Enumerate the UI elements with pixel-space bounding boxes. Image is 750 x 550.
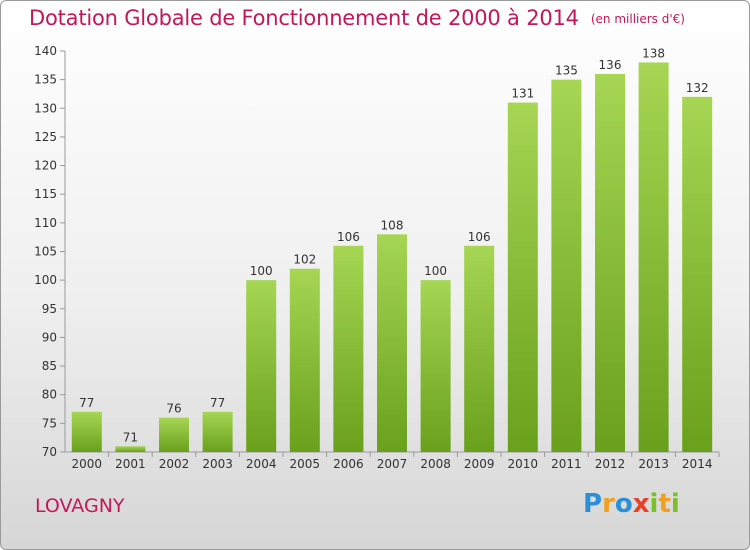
bar — [159, 417, 189, 452]
bar — [202, 411, 233, 452]
x-tick-label: 2001 — [115, 457, 146, 471]
bar — [333, 245, 364, 452]
x-tick-label: 2000 — [72, 457, 103, 471]
y-tick-label: 70 — [42, 445, 57, 459]
x-tick-label: 2004 — [246, 457, 277, 471]
value-label: 100 — [250, 264, 273, 278]
value-label: 76 — [166, 402, 181, 416]
value-label: 77 — [79, 396, 94, 410]
bar — [551, 79, 582, 453]
x-tick-label: 2002 — [159, 457, 190, 471]
bar — [464, 245, 495, 452]
bar — [682, 96, 713, 452]
x-tick-label: 2008 — [420, 457, 451, 471]
logo-letter: i — [670, 489, 680, 519]
x-tick-label: 2011 — [551, 457, 582, 471]
logo-letter: P — [583, 489, 603, 519]
value-label: 108 — [381, 218, 404, 232]
axes: 70 75 80 85 90 95 100 105 110 115 120 125 130 135 140 — [34, 44, 720, 459]
value-label: 100 — [424, 264, 447, 278]
y-tick-label: 100 — [34, 273, 57, 287]
x-tick-label: 2010 — [508, 457, 539, 471]
bar — [595, 73, 625, 453]
y-tick-label: 115 — [34, 187, 57, 201]
bar — [246, 280, 277, 452]
bar — [115, 446, 146, 452]
logo-letter: x — [632, 489, 650, 519]
y-tick-label: 80 — [42, 388, 57, 402]
x-tick-label: 2005 — [290, 457, 321, 471]
logo-letter: i — [649, 489, 659, 519]
y-tick-label: 135 — [34, 73, 57, 87]
y-tick-label: 75 — [42, 416, 57, 430]
y-tick-label: 130 — [34, 101, 57, 115]
value-label: 106 — [337, 230, 360, 244]
value-label: 106 — [468, 230, 491, 244]
y-tick-label: 140 — [34, 44, 57, 58]
logo-letter: t — [658, 489, 671, 519]
value-label: 132 — [686, 81, 709, 95]
bar — [507, 102, 538, 453]
logo-letter: o — [614, 489, 633, 519]
bar — [71, 411, 102, 452]
commune-name: LOVAGNY — [35, 495, 125, 517]
x-tick-label: 2014 — [682, 457, 713, 471]
value-label: 136 — [599, 58, 622, 72]
value-label: 77 — [210, 396, 225, 410]
title-text: Dotation Globale de Fonctionnement de 20… — [29, 6, 579, 30]
bar — [377, 234, 407, 452]
chart-title: Dotation Globale de Fonctionnement de 20… — [29, 6, 685, 30]
x-tick-label: 2012 — [595, 457, 626, 471]
x-tick-label: 2013 — [638, 457, 669, 471]
title-unit: (en milliers d'€) — [590, 12, 685, 26]
x-tick-label: 2007 — [377, 457, 408, 471]
value-labels-group: 2000 77 2001 71 2002 76 2003 77 2004 100 2005 102 20… — [72, 46, 713, 471]
x-tick-label: 2003 — [202, 457, 233, 471]
y-tick-label: 85 — [42, 359, 57, 373]
proxiti-logo: Proxiti — [583, 489, 680, 519]
bar — [638, 62, 669, 452]
y-tick-label: 105 — [34, 245, 57, 259]
value-label: 71 — [123, 430, 138, 444]
value-label: 138 — [642, 46, 665, 60]
bar — [289, 268, 320, 452]
x-tick-label: 2006 — [333, 457, 364, 471]
value-label: 102 — [293, 253, 316, 267]
bar — [420, 280, 451, 452]
logo-letter: r — [602, 489, 615, 519]
bars-group — [71, 62, 713, 453]
y-tick-label: 90 — [42, 330, 57, 344]
y-tick-label: 95 — [42, 302, 57, 316]
x-tick-label: 2009 — [464, 457, 495, 471]
y-tick-label: 110 — [34, 216, 57, 230]
value-label: 135 — [555, 64, 578, 78]
y-tick-label: 125 — [34, 130, 57, 144]
y-tick-label: 120 — [34, 159, 57, 173]
value-label: 131 — [511, 87, 534, 101]
